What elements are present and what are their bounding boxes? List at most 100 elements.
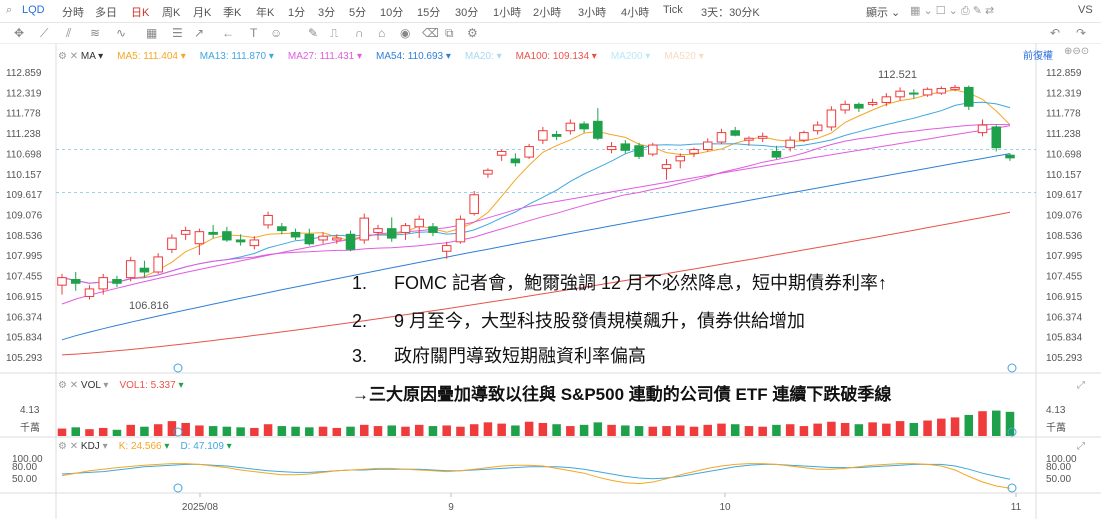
kdj-lines xyxy=(61,463,1011,489)
fib-icon[interactable]: ☰ xyxy=(172,26,183,40)
candle-body xyxy=(208,231,218,235)
settings-icon[interactable]: ⚙ ✕ xyxy=(58,380,81,391)
volume-bar xyxy=(140,426,149,436)
chevron-down-icon[interactable]: ▾ xyxy=(164,441,170,452)
candle-body xyxy=(840,103,850,111)
volume-bar xyxy=(318,426,328,436)
period-tab[interactable]: 3天：30分K xyxy=(701,7,760,19)
candle-body xyxy=(922,88,933,96)
chevron-down-icon[interactable]: ▾ xyxy=(178,380,184,391)
candle-body xyxy=(414,218,424,228)
candle-body xyxy=(895,90,905,98)
wave-icon[interactable]: ∿ xyxy=(116,26,127,40)
ma-legend-item[interactable]: MA200 ▾ xyxy=(610,51,651,62)
back-arrow-icon[interactable]: ← xyxy=(222,26,234,40)
period-tab[interactable]: 4小時 xyxy=(621,7,650,19)
period-tab[interactable]: 日K xyxy=(131,7,150,19)
arrow-icon[interactable]: ↗ xyxy=(194,26,205,40)
ma-legend-item[interactable]: MA54: 110.693 ▾ xyxy=(376,51,451,62)
magnet-icon[interactable]: ∩ xyxy=(355,26,364,40)
chevron-down-icon[interactable]: ▾ xyxy=(103,380,109,391)
redo-icon[interactable]: ↷ xyxy=(1076,26,1087,40)
period-tab[interactable]: 1小時 xyxy=(493,7,522,19)
chevron-down-icon[interactable]: ▾ xyxy=(102,441,108,452)
lock-icon[interactable]: ⌂ xyxy=(378,26,386,40)
price-tick-left: 105.293 xyxy=(6,353,43,364)
annotation-point-3: 3. 政府關門導致短期融資利率偏高 xyxy=(352,342,646,368)
candle-body xyxy=(386,228,397,239)
text-tool-icon[interactable]: T xyxy=(250,26,258,40)
candle-body xyxy=(263,214,273,226)
candle-body xyxy=(428,226,438,233)
delete-icon[interactable]: ⌫ xyxy=(422,26,439,40)
ruler-icon[interactable]: ⎍ xyxy=(330,26,339,40)
period-tab[interactable]: 10分 xyxy=(380,7,404,19)
candle-body xyxy=(277,226,287,232)
settings-icon[interactable]: ⚙ ✕ xyxy=(58,441,81,452)
chart-icon[interactable]: ▦ xyxy=(146,26,158,40)
volume-bar xyxy=(730,424,740,436)
display-menu[interactable]: 顯示 ⌄ xyxy=(866,7,901,19)
multi-line-icon[interactable]: ⫽ xyxy=(66,26,72,40)
ma-legend-item[interactable]: MA520 ▾ xyxy=(664,51,704,62)
d-label: D: xyxy=(180,441,191,452)
ma-legend-item[interactable]: MA27: 111.431 ▾ xyxy=(287,51,363,62)
ma-legend-item[interactable]: MA ▾ xyxy=(80,51,104,62)
period-tab[interactable]: 2小時 xyxy=(533,7,562,19)
vol-tick-right: 4.13 xyxy=(1046,405,1066,416)
ma-legend-item[interactable]: MA100: 109.134 ▾ xyxy=(515,51,597,62)
compare-button[interactable]: VS xyxy=(1078,4,1093,16)
settings-icon[interactable]: ⚙ xyxy=(467,26,478,40)
emoji-icon[interactable]: ☺ xyxy=(270,26,283,40)
ma-legend-item[interactable]: MA5: 111.404 ▾ xyxy=(117,51,186,62)
trend-tool-icon[interactable]: ⟋ xyxy=(40,26,49,40)
ma-legend-item[interactable]: MA13: 111.870 ▾ xyxy=(199,51,274,62)
period-tab[interactable]: 3分 xyxy=(318,7,336,19)
search-icon[interactable]: ⌕ xyxy=(6,4,13,16)
settings-icon[interactable]: ⚙ ✕ xyxy=(58,51,81,62)
price-tick-left: 109.076 xyxy=(6,211,43,222)
candle-body xyxy=(469,194,479,215)
period-tab[interactable]: 3小時 xyxy=(578,7,607,19)
period-tab[interactable]: 5分 xyxy=(349,7,367,19)
candle-body xyxy=(551,133,562,137)
ma54-line xyxy=(61,153,1011,341)
expand-icon[interactable]: ⤢ xyxy=(1077,441,1085,452)
period-tab[interactable]: 30分 xyxy=(455,7,479,19)
x-axis-label: 2025/08 xyxy=(182,502,219,513)
volume-bar xyxy=(909,422,919,436)
price-tick-left: 111.778 xyxy=(6,109,41,120)
period-tab[interactable]: 季K xyxy=(223,7,242,19)
layers-icon[interactable]: ⧉ xyxy=(445,26,454,40)
candle-body xyxy=(593,120,603,139)
candle-body xyxy=(579,123,589,130)
restore-label[interactable]: 前復權 xyxy=(1023,51,1053,62)
price-tick-left: 107.455 xyxy=(6,272,43,283)
volume-bar xyxy=(785,424,795,436)
period-tab[interactable]: 周K xyxy=(162,7,181,19)
undo-icon[interactable]: ↶ xyxy=(1050,26,1061,40)
period-tab[interactable]: 1分 xyxy=(288,7,306,19)
period-tab[interactable]: 15分 xyxy=(417,7,441,19)
crosshair-icon[interactable]: ✥ xyxy=(14,26,25,40)
price-tick-left: 109.617 xyxy=(6,190,43,201)
period-tab[interactable]: Tick xyxy=(663,4,683,16)
price-tick-left: 110.698 xyxy=(6,149,42,160)
toolbar-icons[interactable]: ▦ ⌄ ☐ ⌄ ⎙ ✎ ⇄ xyxy=(910,5,995,17)
period-tab[interactable]: 年K xyxy=(256,7,275,19)
expand-icon[interactable]: ⤢ xyxy=(1077,380,1085,391)
eye-icon[interactable]: ◉ xyxy=(400,26,411,40)
channel-icon[interactable]: ≋ xyxy=(90,26,101,40)
ma-legend-item[interactable]: MA20: ▾ xyxy=(464,51,502,62)
chevron-down-icon[interactable]: ▾ xyxy=(226,441,232,452)
period-tab[interactable]: 分時 xyxy=(62,7,84,19)
collapse-icon[interactable]: ⊕⊖⊙ xyxy=(1064,46,1090,57)
ma27-line xyxy=(61,123,1011,284)
candlestick-chart[interactable]: 112.859 112.859 112.319 112.319 111.778 111.7… xyxy=(0,43,1101,519)
symbol-label[interactable]: LQD xyxy=(22,4,45,16)
candle-body xyxy=(744,137,754,141)
pencil-icon[interactable]: ✎ xyxy=(308,26,319,40)
period-tab[interactable]: 多日 xyxy=(95,7,117,19)
period-tab[interactable]: 月K xyxy=(193,7,212,19)
volume-bar xyxy=(222,426,232,436)
